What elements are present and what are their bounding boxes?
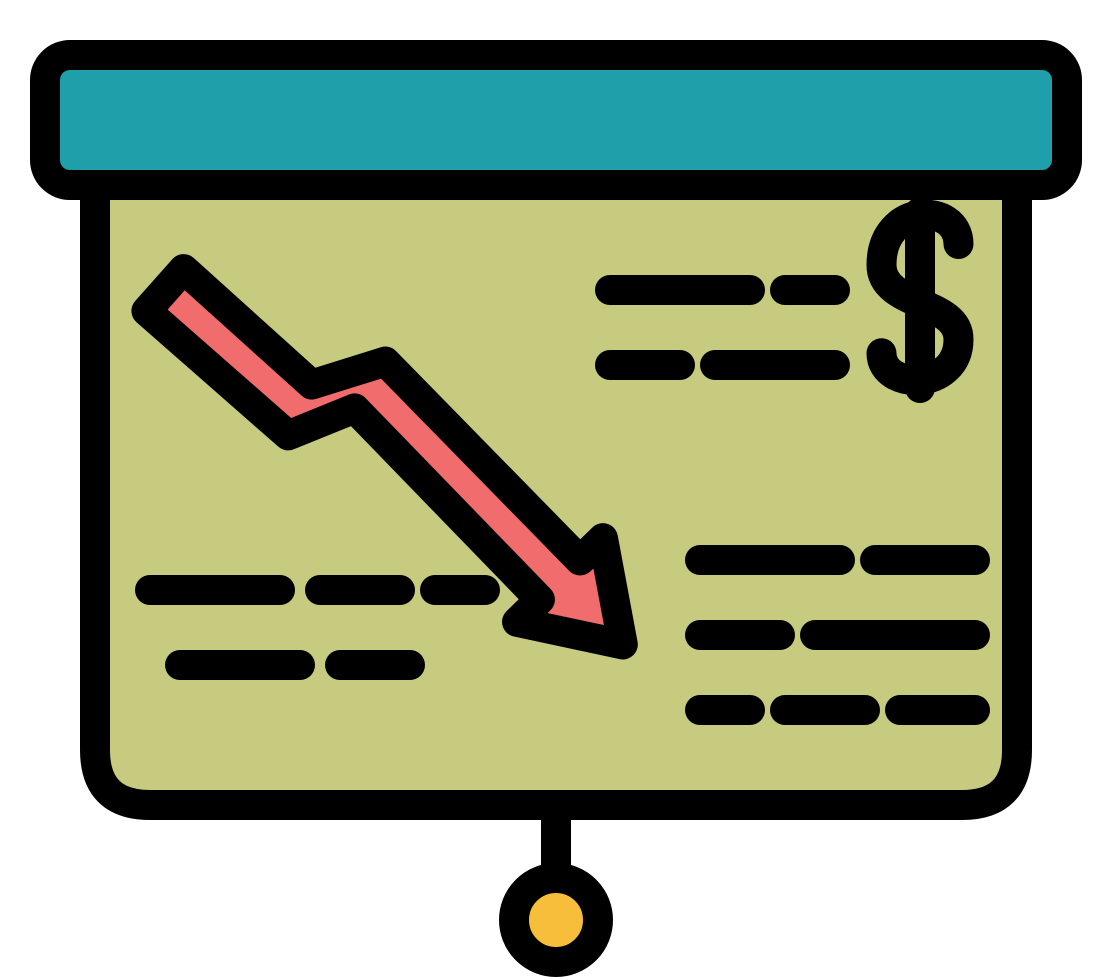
- financial-loss-presentation-icon: [0, 0, 1112, 980]
- pull-knob: [514, 878, 598, 962]
- icon-svg: [0, 0, 1112, 980]
- presentation-header-bar: [45, 55, 1067, 185]
